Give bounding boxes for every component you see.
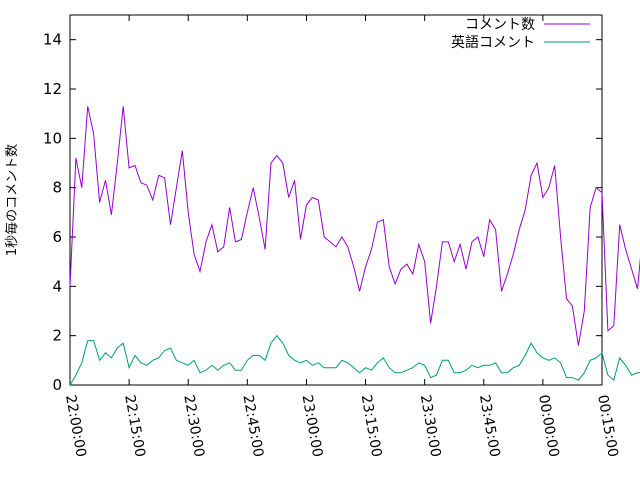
x-tick-label: 00:00:00: [535, 394, 562, 459]
y-tick-label: 2: [52, 327, 62, 345]
x-tick-label: 22:30:00: [180, 394, 207, 459]
plot-frame: [69, 14, 603, 386]
x-tick-label: 22:00:00: [62, 394, 89, 459]
y-axis-label: 1秒毎のコメント数: [4, 144, 20, 256]
plot-border: [69, 14, 603, 386]
x-tick-label: 22:45:00: [239, 394, 266, 459]
series-line-2: [69, 334, 640, 386]
x-tick-label: 00:15:00: [594, 394, 621, 459]
y-tick-label: 0: [52, 376, 62, 394]
x-axis-ticks: 22:00:00 22:15:00 22:30:00 22:45:00 23:00:00…: [62, 15, 621, 458]
series-line-1: [69, 106, 640, 346]
legend-label: 英語コメント: [451, 34, 535, 51]
x-tick-label: 23:45:00: [476, 394, 503, 459]
y-axis-ticks: 0 2 4 6 8 10 12 14: [43, 31, 602, 394]
y-tick-label: 14: [43, 31, 62, 49]
x-tick-label: 23:00:00: [299, 394, 326, 459]
y-tick-label: 12: [43, 80, 62, 98]
series-lines: [69, 106, 640, 386]
y-tick-label: 8: [52, 179, 62, 197]
x-tick-label: 22:15:00: [121, 394, 148, 459]
y-tick-label: 10: [43, 129, 62, 147]
x-tick-label: 23:30:00: [417, 394, 444, 459]
y-tick-label: 6: [52, 228, 62, 246]
x-tick-label: 23:15:00: [358, 394, 385, 459]
legend-label: コメント数: [465, 17, 535, 33]
y-tick-label: 4: [52, 277, 62, 295]
